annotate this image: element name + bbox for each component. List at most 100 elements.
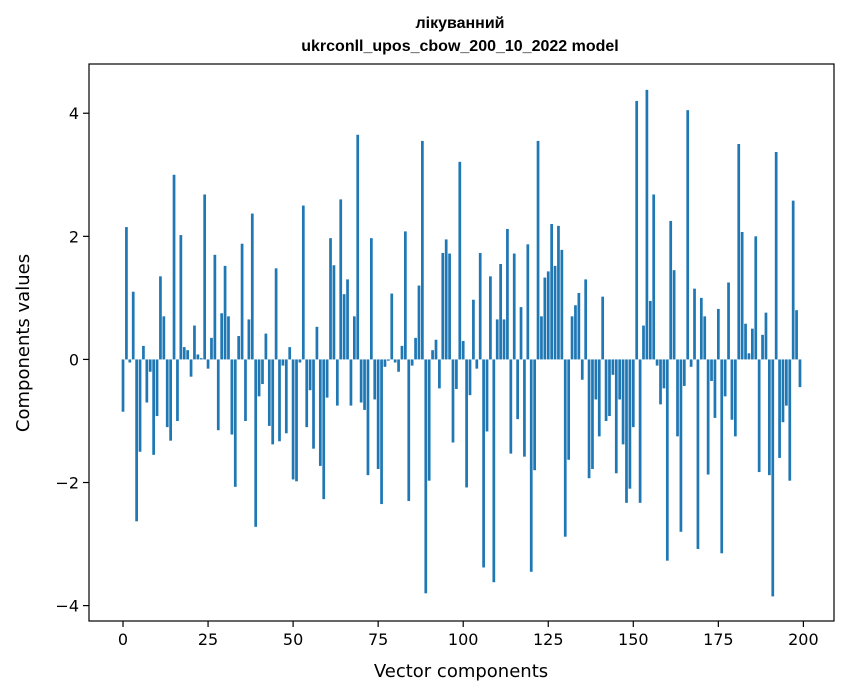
bar — [404, 231, 407, 360]
x-tick-label: 125 — [533, 630, 564, 649]
bar — [380, 359, 383, 505]
bar — [659, 359, 662, 405]
bar — [774, 152, 778, 360]
bar — [754, 236, 758, 360]
bar — [444, 239, 448, 360]
x-tick-label: 75 — [368, 630, 388, 649]
bar — [482, 359, 485, 568]
bar — [244, 359, 247, 421]
bar — [608, 359, 611, 417]
bar — [693, 288, 696, 360]
bar — [689, 359, 693, 367]
y-tick-label: −4 — [55, 597, 79, 616]
x-axis-label: Vector components — [374, 661, 548, 682]
bar — [553, 265, 557, 360]
bar — [560, 249, 564, 360]
bar — [597, 359, 601, 437]
bar — [628, 359, 632, 489]
bar — [580, 359, 584, 380]
bar — [359, 359, 363, 403]
bar — [540, 316, 543, 360]
y-axis-label: Components values — [13, 254, 34, 432]
bar — [295, 359, 298, 482]
bar — [196, 354, 200, 360]
bar — [648, 300, 652, 360]
bar — [342, 294, 346, 360]
bar — [638, 359, 642, 503]
bar — [706, 359, 710, 475]
bar — [254, 359, 258, 527]
bar — [145, 359, 149, 403]
bar — [652, 194, 656, 360]
x-tick-label: 150 — [618, 630, 649, 649]
bar — [383, 359, 387, 367]
bar — [795, 310, 798, 360]
bar — [611, 359, 615, 375]
bar — [546, 271, 550, 360]
bar — [468, 359, 472, 396]
y-axis-ticks: −4 −2 0 2 4 — [55, 104, 89, 616]
bar — [662, 359, 666, 389]
bar — [213, 254, 217, 360]
bar — [288, 347, 292, 360]
bar — [407, 359, 411, 501]
bar — [427, 359, 431, 481]
bar — [356, 134, 360, 360]
x-tick-label: 100 — [448, 630, 479, 649]
x-tick-label: 0 — [118, 630, 128, 649]
bar — [686, 110, 690, 360]
bar — [523, 359, 526, 457]
chart-title: лікуванний — [415, 15, 504, 32]
bar — [308, 359, 312, 391]
bar — [635, 100, 639, 360]
bar — [567, 359, 571, 460]
x-tick-label: 25 — [198, 630, 218, 649]
bar — [502, 319, 506, 360]
bar — [621, 359, 625, 445]
bar — [366, 359, 370, 476]
bar — [315, 326, 319, 360]
bar — [771, 359, 775, 597]
bar — [455, 359, 458, 389]
bar — [332, 265, 336, 360]
bar — [206, 359, 210, 369]
bar — [142, 345, 145, 360]
bar — [434, 339, 438, 360]
bar — [478, 252, 482, 360]
bar — [506, 228, 509, 360]
bar — [305, 359, 309, 428]
bar — [135, 359, 138, 522]
bar — [768, 359, 771, 476]
bars-group — [121, 89, 802, 597]
bar — [781, 359, 785, 423]
bar — [176, 359, 179, 421]
bar — [744, 323, 747, 360]
bar — [798, 359, 802, 388]
bar — [625, 359, 628, 503]
bar — [352, 316, 356, 360]
bar — [737, 144, 741, 360]
y-tick-label: 2 — [69, 227, 79, 246]
bar — [618, 359, 622, 400]
bar — [257, 359, 261, 397]
bar — [710, 359, 713, 381]
bar — [125, 227, 128, 360]
bar — [584, 279, 588, 360]
bar — [189, 359, 193, 377]
bar — [220, 313, 224, 360]
bar — [543, 277, 547, 360]
bar — [369, 238, 373, 360]
bar — [281, 359, 285, 366]
y-tick-label: −2 — [55, 474, 79, 493]
bar — [720, 359, 724, 554]
bar — [373, 359, 377, 400]
bar — [631, 359, 635, 428]
bar — [329, 238, 332, 360]
bar — [536, 140, 540, 360]
bar — [682, 359, 686, 386]
bar — [676, 359, 679, 437]
bar — [390, 293, 394, 360]
bar — [261, 359, 264, 385]
bar — [393, 359, 397, 363]
